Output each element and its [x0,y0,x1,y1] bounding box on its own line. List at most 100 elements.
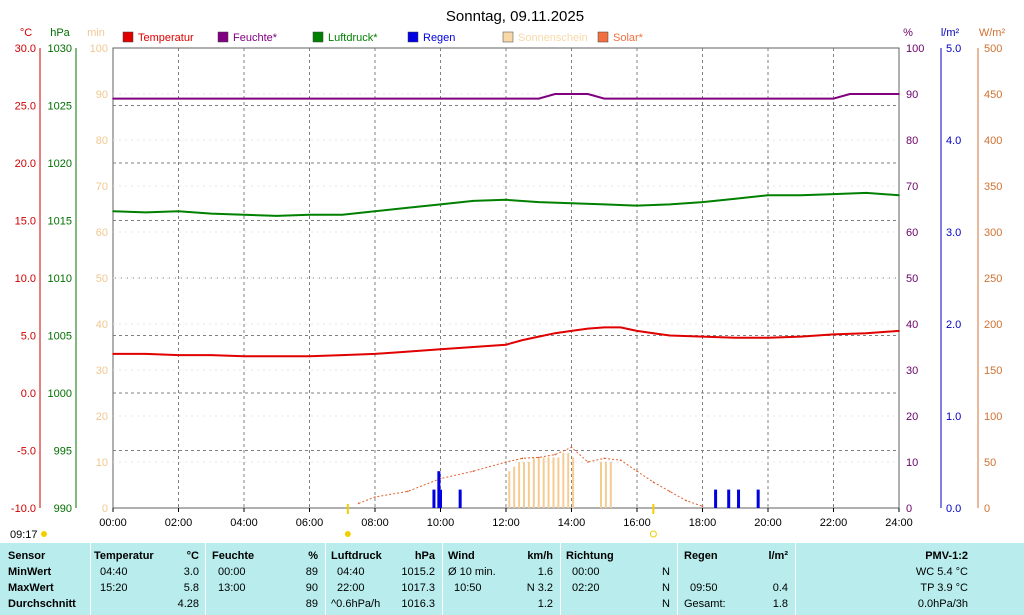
solar-line-point [538,456,540,459]
wind-avg: 1.2 [537,598,553,610]
temp-tick-label: 15.0 [15,216,36,228]
temperature-line-point [374,353,376,355]
sunshine-tick-label: 10 [96,457,108,469]
legend-swatch [217,31,229,43]
solar-line-point [603,457,606,460]
humidity-line-point [865,93,868,95]
temp-axis-unit: °C [20,27,32,39]
pressure-line-point [407,207,409,209]
pressure-avg: 1016.3 [401,598,435,610]
pressure-tick-label: 995 [54,446,72,458]
wind-avg-label: Ø 10 min. [448,566,496,578]
temperature-line-point [865,332,868,335]
weather-chart: Sonntag, 09.11.2025 Temperatur Feuchte* Lu… [10,8,1005,541]
pressure-line-point [243,214,245,216]
column-separator [560,543,561,615]
sunshine-tick-label: 30 [96,365,108,377]
pressure-line-point [145,211,147,214]
pressure-line-point [177,210,180,213]
column-separator [442,543,443,615]
solar-line-point [374,496,376,498]
temperature-line-point [243,355,245,358]
time-tick-label: 16:00 [623,517,651,529]
sunshine-tick-label: 80 [96,135,108,147]
temp-tick-label: 20.0 [15,158,36,170]
temp-tick-label: 5.0 [21,331,36,343]
temperature-line-point [898,330,900,332]
rain-bar [727,489,731,508]
solar-line-point [472,470,475,473]
humidity-line [113,93,899,100]
direction-min: N [662,566,670,578]
humidity-line-point [538,97,540,100]
solar-line-point [636,470,638,473]
temperature-line-point [603,326,606,329]
humidity-max-time: 13:00 [218,582,246,594]
sunshine-tick-label: 60 [96,227,108,239]
sunshine-tick-label: 50 [96,273,108,285]
pressure-tick-label: 1020 [48,158,72,170]
pressure-tick-label: 1025 [48,101,72,113]
pressure-min-time: 04:40 [337,566,365,578]
rain-bar [432,489,436,508]
row-label: MaxWert [8,582,54,594]
pressure-tick-label: 1010 [48,273,72,285]
temp-min: 3.0 [183,566,199,578]
humidity-tick-label: 60 [906,227,918,239]
pressure-unit: hPa [414,550,435,562]
pressure-line-point [112,210,114,213]
sunshine-tick-label: 90 [96,89,108,101]
sunset-icon [649,530,657,538]
grid [113,48,899,508]
temp-max-time: 15:20 [100,582,128,594]
pressure-line-point [538,201,540,203]
time-tick-label: 22:00 [820,517,848,529]
solar-line-point [619,459,622,462]
pressure-min: 1015.2 [401,566,435,578]
pmv-windchill: WC 5.4 °C [915,566,968,578]
sunshine-bar [523,462,526,508]
sunshine-bar [527,462,530,508]
humidity-line-point [832,97,835,100]
temperature-line-point [210,354,213,356]
pressure-tick-label: 1015 [48,216,72,228]
temp-tick-label: 10.0 [15,273,36,285]
solar-tick-label: 500 [984,43,1002,55]
temperature-line-point [619,326,622,329]
temp-tick-label: 0.0 [21,388,36,400]
solar-tick-label: 450 [984,89,1002,101]
humidity-axis-unit: % [903,27,913,39]
sunshine-axis-unit: min [87,27,105,39]
pressure-line-point [898,194,900,196]
pmv-header: PMV-1:2 [925,550,968,562]
pressure-axis-unit: hPa [50,27,70,39]
time-tick-label: 20:00 [754,517,782,529]
legend-label: Solar* [613,32,644,44]
direction-min-time: 00:00 [572,566,600,578]
wind-max-time: 10:50 [454,582,482,594]
sunshine-bar [542,457,545,508]
wind-header: Wind [448,550,475,562]
direction-max-time: 02:20 [572,582,600,594]
temperature-line-point [521,339,524,341]
wind-max: N 3.2 [526,582,553,594]
pressure-max: 1017.3 [401,582,435,594]
humidity-line-point [505,97,507,100]
pressure-header: Luftdruck [331,550,382,562]
rain-axis-unit: l/m² [941,27,960,39]
legend-label: Temperatur [138,32,194,44]
temp-unit: °C [186,550,199,562]
legend: Temperatur Feuchte* Luftdruck* Regen Sonnens… [122,31,644,44]
legend-swatch [312,31,324,43]
temp-avg: 4.28 [177,598,199,610]
legend-swatch [597,31,609,43]
humidity-line-point [308,97,311,100]
solar-line-point [407,490,409,493]
pressure-line-point [505,199,507,201]
humidity-line-point [701,97,704,100]
row-label: Sensor [8,550,46,562]
rain-tick-label: 2.0 [946,319,961,331]
pressure-line-point [865,192,868,194]
time-tick-label: 06:00 [296,517,324,529]
rain-tick-label: 5.0 [946,43,961,55]
